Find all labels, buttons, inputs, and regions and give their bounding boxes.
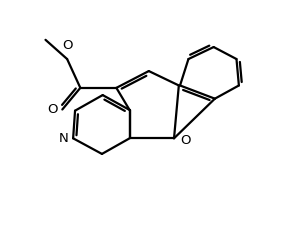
Text: N: N xyxy=(58,132,68,145)
Text: O: O xyxy=(47,103,58,116)
Text: O: O xyxy=(62,39,72,52)
Text: O: O xyxy=(180,134,190,147)
